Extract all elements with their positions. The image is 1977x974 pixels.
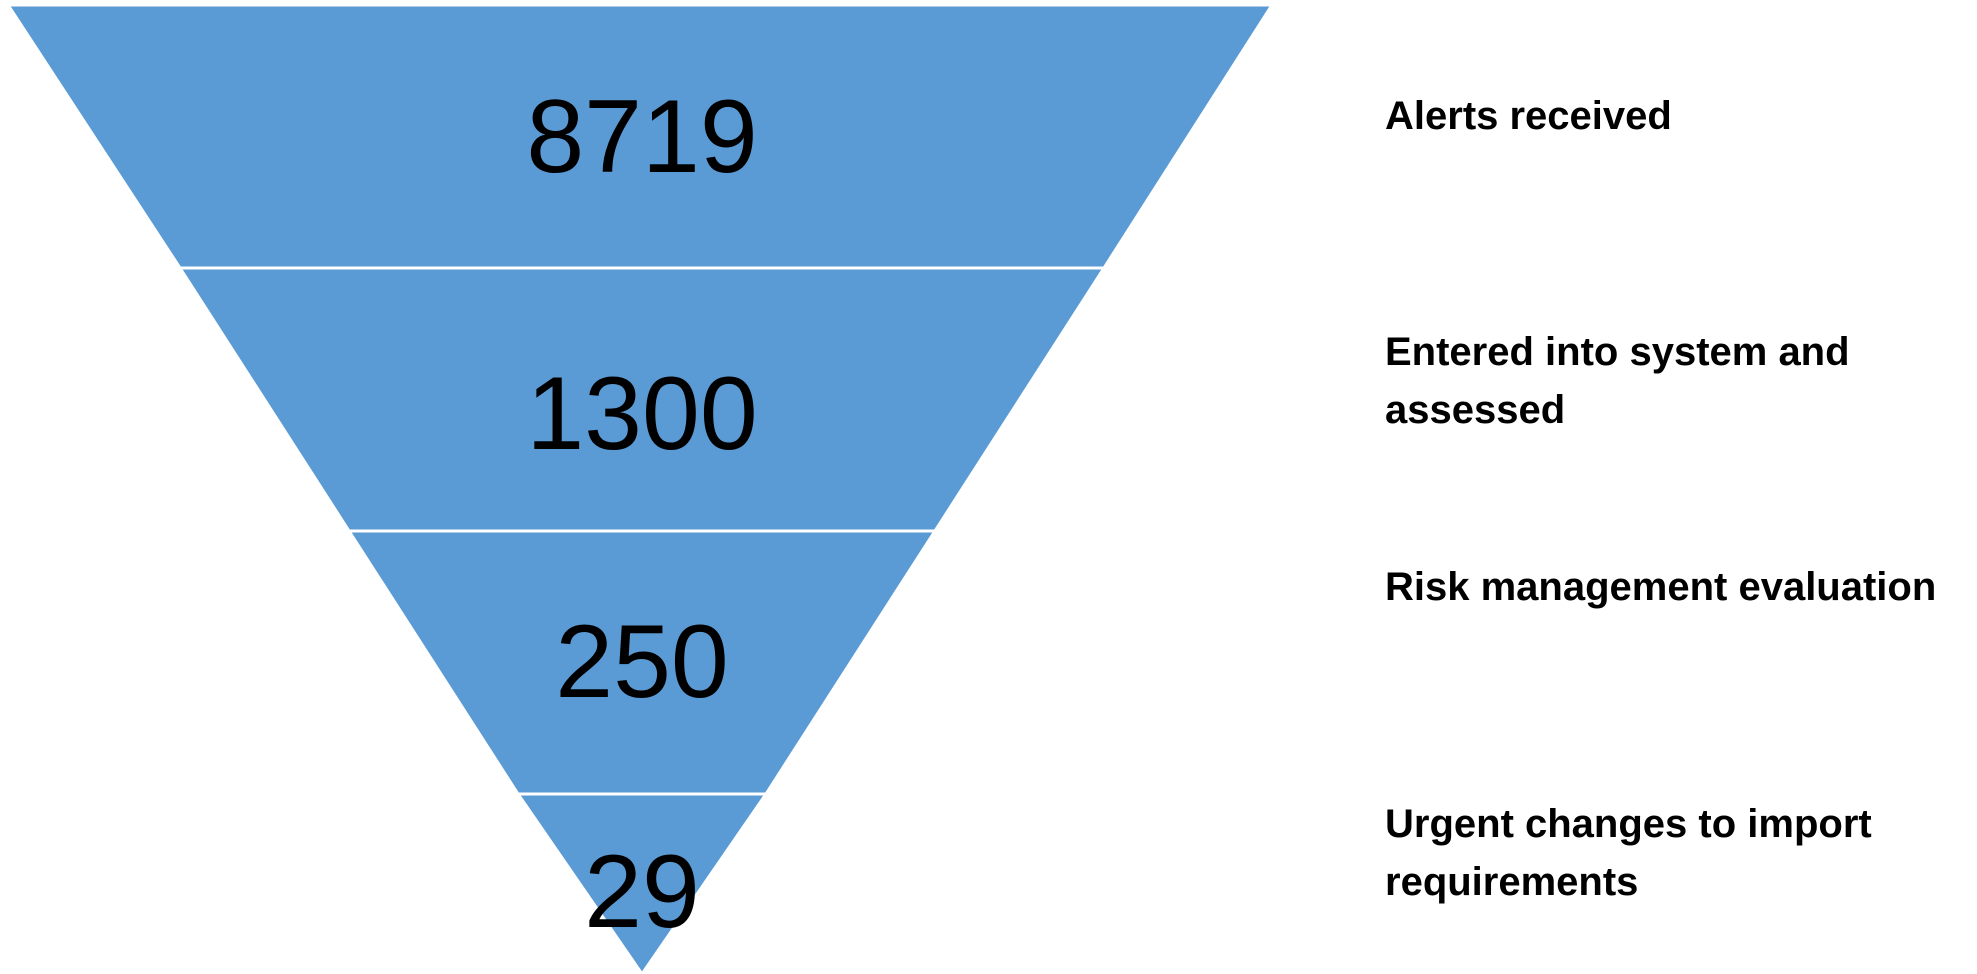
funnel-stage-band (515, 792, 769, 974)
funnel-stage-label: Risk management evaluation (1385, 565, 1937, 609)
funnel-stage-value: 29 (584, 834, 700, 950)
funnel-stage-label: Urgent changes to import requirements (1385, 802, 1872, 904)
funnel-stage-value: 1300 (526, 356, 757, 472)
funnel-stage-value: 8719 (526, 79, 757, 195)
funnel-stage-value: 250 (555, 604, 729, 720)
funnel-stage-label: Alerts received (1385, 94, 1672, 138)
funnel-stage-label: Entered into system and assessed (1385, 330, 1850, 432)
